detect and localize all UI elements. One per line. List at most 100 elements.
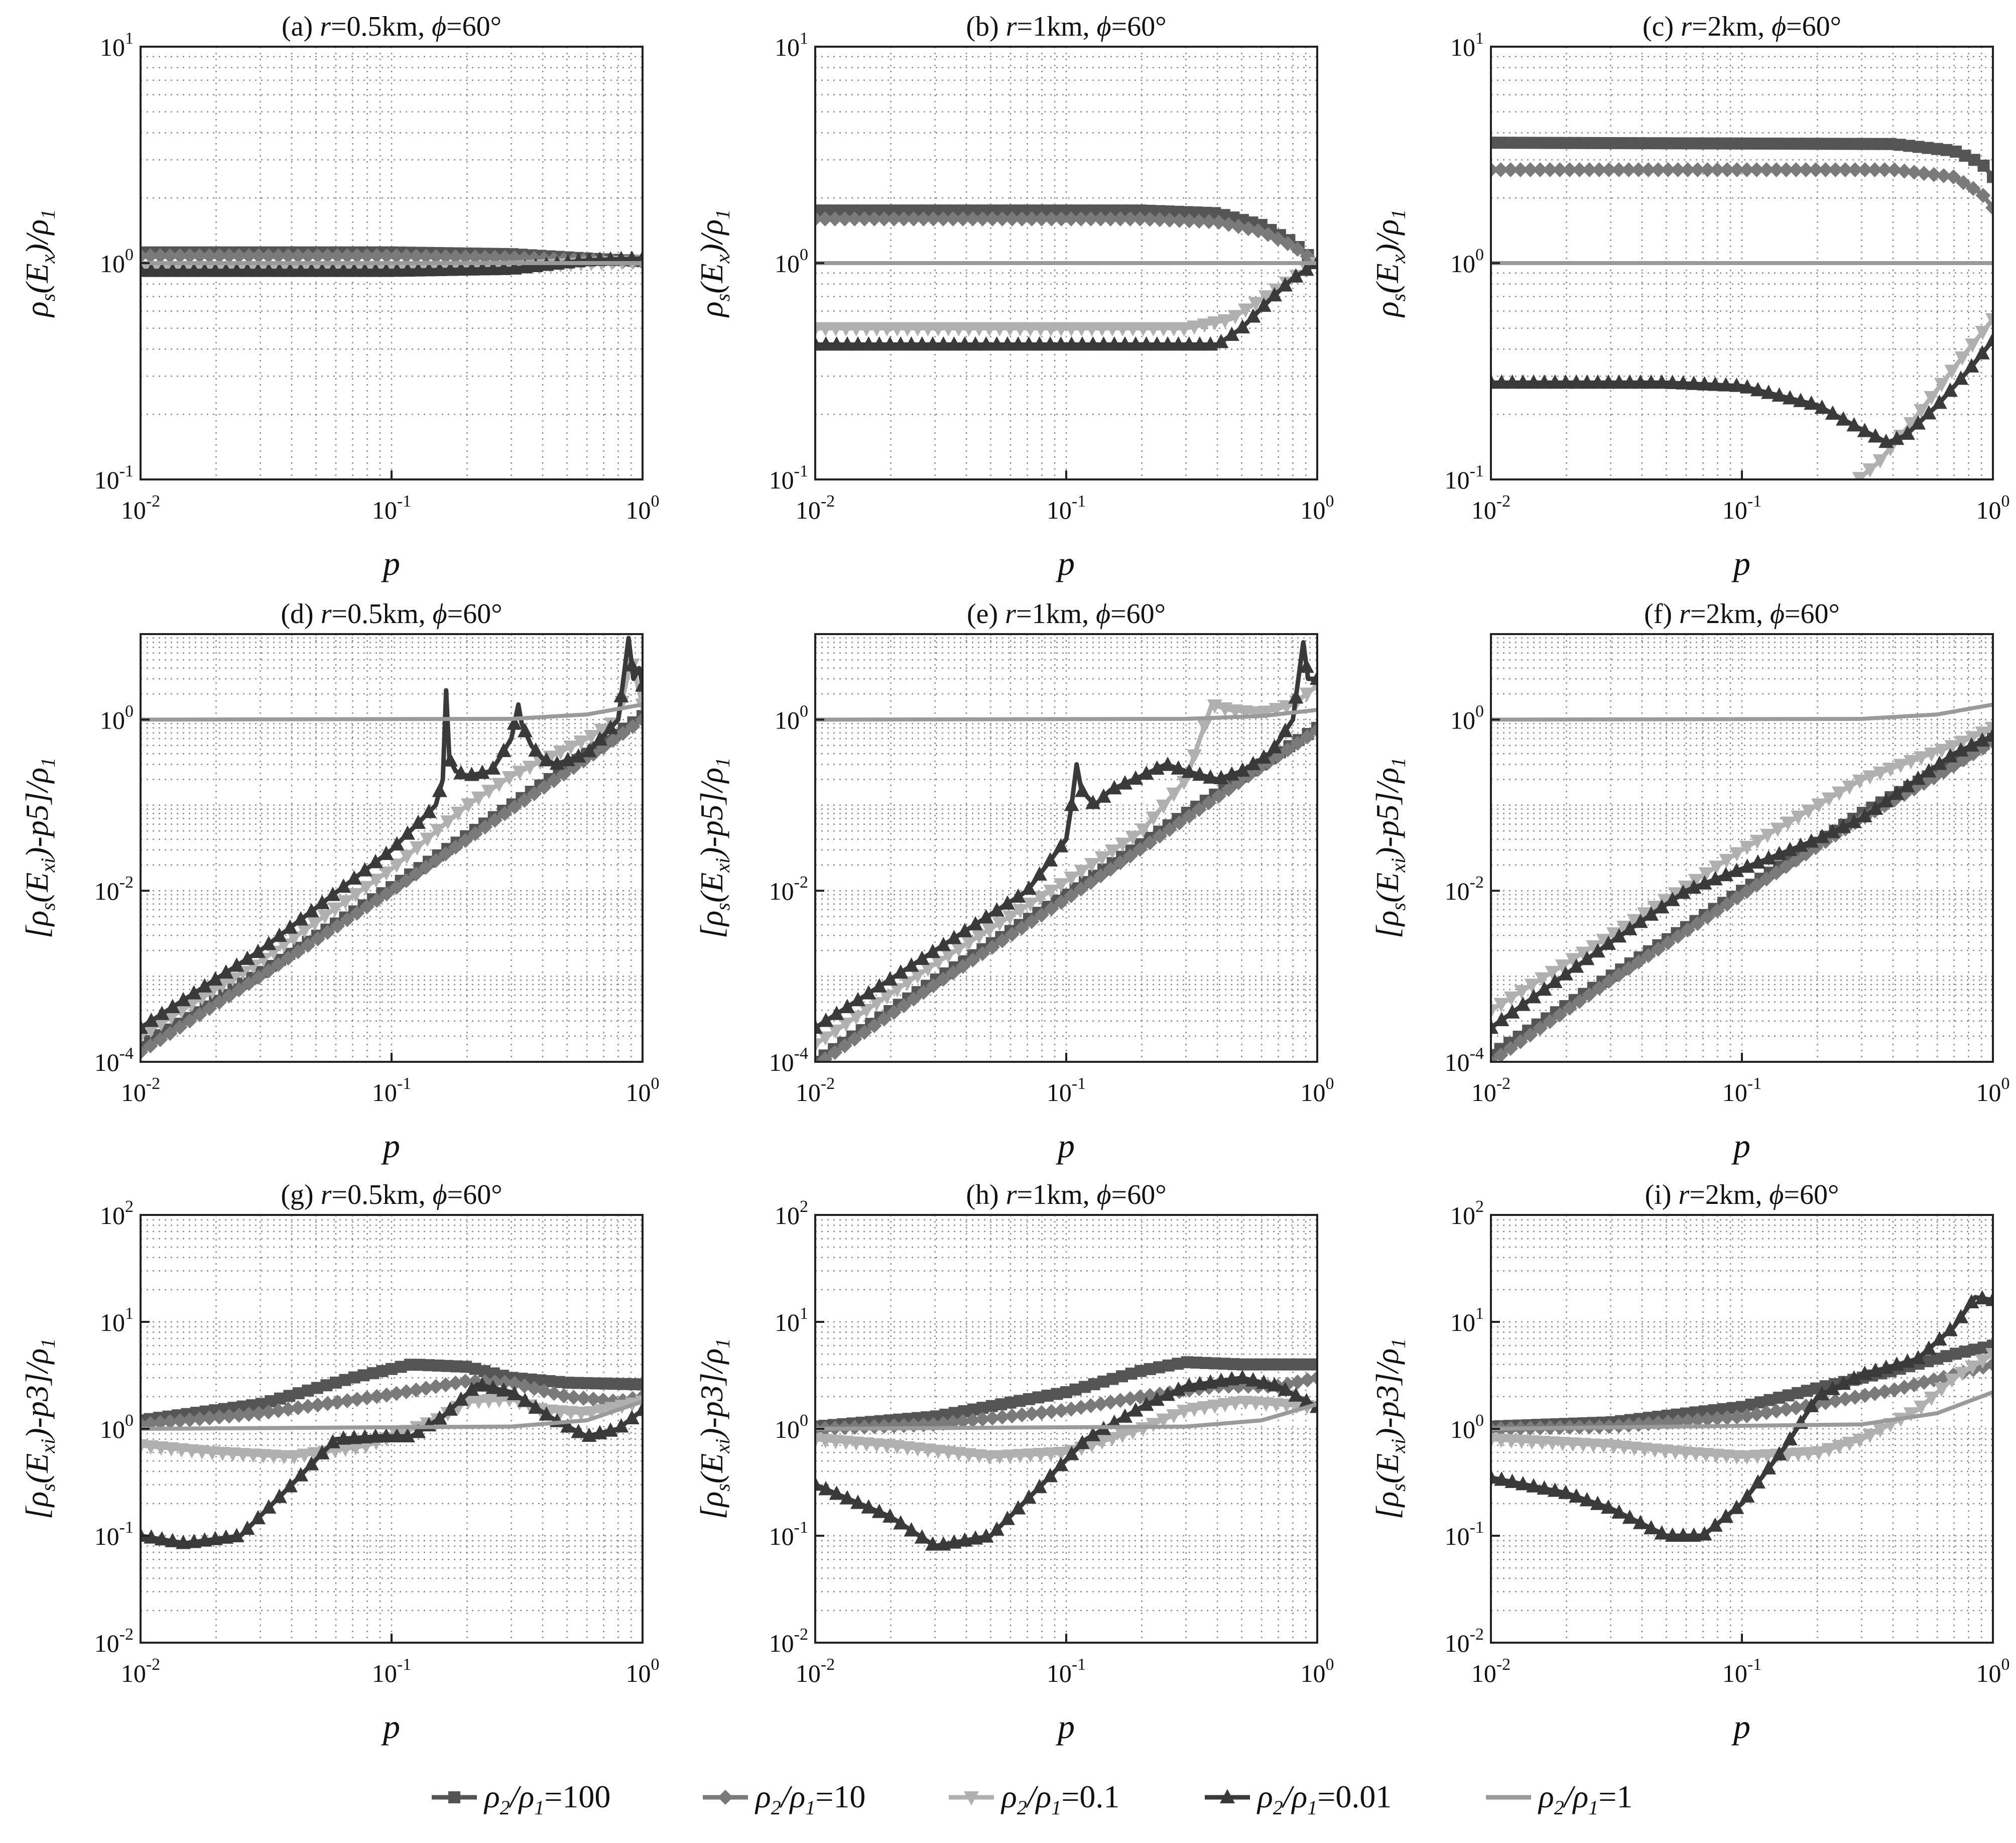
x-axis-label: p — [1056, 1127, 1075, 1165]
triangle-up-marker — [968, 916, 983, 931]
legend-entry: ρ2/ρ1=0.01 — [1205, 1779, 1392, 1819]
triangle-up-marker — [1149, 760, 1165, 775]
diamond-marker — [1837, 1391, 1853, 1407]
diamond-marker — [310, 248, 325, 264]
triangle-down-marker — [930, 322, 946, 337]
triangle-up-marker — [272, 263, 287, 277]
triangle-up-marker — [1558, 1485, 1573, 1499]
diamond-marker — [231, 982, 247, 998]
triangle-up-marker — [1601, 1499, 1616, 1514]
triangle-down-marker — [1882, 763, 1898, 777]
y-label-sub: 1 — [37, 209, 59, 219]
triangle-up-marker — [1686, 1527, 1702, 1542]
diamond-marker — [487, 812, 502, 828]
triangle-down-marker — [971, 930, 987, 944]
triangle-down-marker — [1013, 322, 1028, 337]
triangle-down-marker — [1954, 735, 1970, 750]
triangle-up-marker — [496, 261, 512, 275]
triangle-up-marker — [946, 1534, 962, 1549]
triangle-down-marker — [920, 1443, 936, 1458]
triangle-up-marker — [1537, 374, 1552, 389]
triangle-up-marker — [474, 765, 490, 779]
diamond-marker — [1985, 1357, 1993, 1372]
triangle-down-marker — [910, 322, 926, 337]
series-group — [1491, 137, 1993, 479]
triangle-down-marker — [951, 1447, 966, 1461]
triangle-down-marker — [1115, 322, 1130, 337]
diamond-marker — [876, 1011, 892, 1027]
y-axis-label: ρs(Ex)/ρ1 — [19, 209, 59, 318]
triangle-down-marker — [1013, 1449, 1028, 1463]
tick-exponent: -1 — [794, 1518, 808, 1537]
triangle-up-marker — [1718, 867, 1734, 882]
triangle-up-marker — [1569, 1488, 1584, 1503]
triangle-up-marker — [379, 845, 394, 861]
triangle-down-marker — [297, 924, 312, 939]
diamond-marker — [202, 1410, 217, 1426]
diamond-marker — [497, 1375, 513, 1390]
triangle-down-marker — [1299, 687, 1315, 702]
triangle-up-marker — [1611, 1504, 1627, 1519]
triangle-down-marker — [204, 1446, 220, 1461]
triangle-down-marker — [420, 832, 435, 847]
triangle-up-marker — [1074, 1435, 1090, 1449]
diamond-marker — [143, 1038, 158, 1054]
tick-base: 10 — [1445, 877, 1470, 905]
triangle-down-marker — [890, 983, 905, 998]
legend-sub: 1 — [1588, 1796, 1598, 1819]
triangle-down-marker — [583, 729, 599, 745]
triangle-up-marker — [592, 731, 607, 746]
triangle-down-marker — [1708, 1448, 1724, 1463]
triangle-down-marker — [461, 798, 476, 813]
series-line-21=1 — [141, 1399, 643, 1431]
triangle-up-marker — [1889, 785, 1905, 800]
triangle-up-marker — [165, 1533, 180, 1547]
y-label-sub: 1 — [1387, 758, 1410, 768]
triangle-down-marker — [1852, 1433, 1867, 1448]
y-tick-label: 10-1 — [769, 1518, 808, 1550]
diamond-marker — [1083, 1398, 1099, 1413]
diamond-marker — [1152, 212, 1168, 227]
diamond-marker — [1562, 1001, 1577, 1016]
triangle-down-marker — [1668, 887, 1683, 902]
title-phival: =60° — [446, 11, 501, 42]
triangle-up-marker — [1537, 1480, 1552, 1495]
triangle-up-marker — [1632, 913, 1648, 928]
triangle-up-marker — [999, 336, 1015, 351]
diamond-marker — [1004, 927, 1020, 942]
diamond-marker — [1004, 1408, 1020, 1424]
diamond-marker — [1670, 162, 1686, 178]
triangle-up-marker — [1932, 1331, 1947, 1346]
triangle-down-marker — [828, 1024, 843, 1039]
triangle-down-marker — [410, 841, 425, 856]
diamond-marker — [211, 1409, 227, 1425]
diamond-marker — [1063, 211, 1079, 227]
title-phival: =60° — [1785, 598, 1840, 630]
triangle-up-marker — [207, 1531, 223, 1545]
title-phi: ϕ — [1769, 1179, 1784, 1210]
triangle-up-marker — [1793, 837, 1809, 852]
triangle-down-marker — [327, 902, 343, 917]
diamond-marker — [955, 958, 971, 974]
y-tick-label: 102 — [1450, 1197, 1484, 1230]
triangle-up-marker — [1739, 1488, 1755, 1503]
triangle-down-marker — [1954, 351, 1970, 366]
y-label-sub: xi — [1387, 1439, 1410, 1454]
legend-sub: 1 — [1307, 1796, 1317, 1819]
triangle-up-marker — [1117, 336, 1133, 351]
triangle-down-marker — [1985, 1348, 1993, 1363]
tick-base: 10 — [100, 250, 125, 278]
triangle-down-marker — [1821, 1443, 1837, 1457]
triangle-up-marker — [539, 1406, 554, 1421]
legend-text: /ρ — [1026, 1779, 1052, 1814]
tick-base: 10 — [1445, 466, 1470, 494]
triangle-down-marker — [1749, 1449, 1765, 1464]
diamond-marker — [1112, 211, 1128, 227]
triangle-up-marker — [1804, 395, 1819, 410]
diamond-marker — [172, 248, 188, 264]
triangle-down-marker — [1965, 338, 1980, 353]
panel-title: (h) r=1km, ϕ=60° — [966, 1179, 1166, 1210]
diamond-marker — [1857, 1388, 1873, 1403]
y-tick-label: 10-1 — [769, 462, 808, 494]
